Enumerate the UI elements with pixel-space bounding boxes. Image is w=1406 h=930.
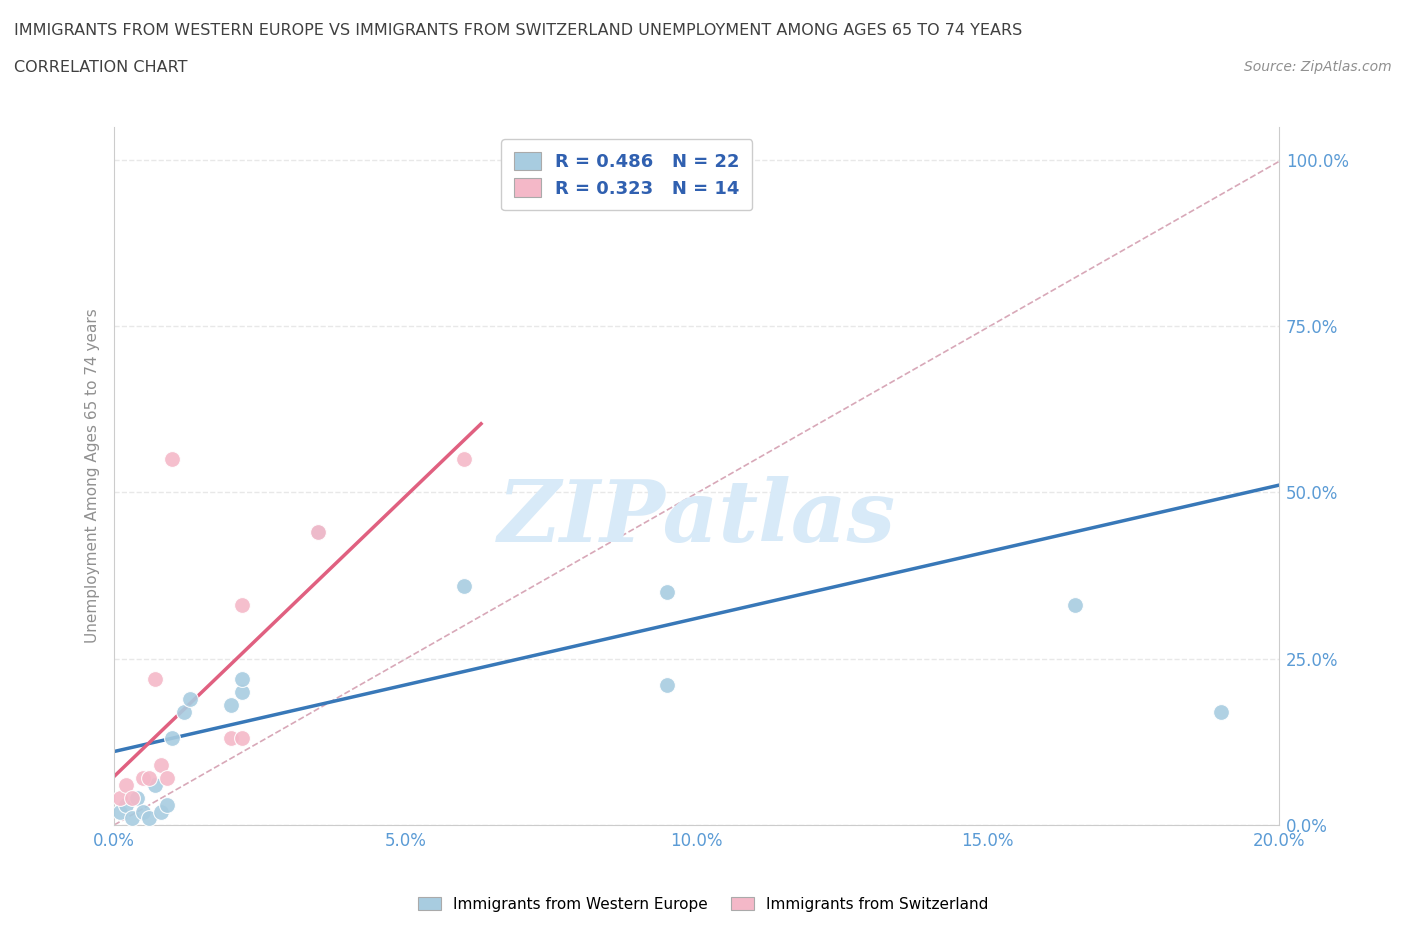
Point	[155, 798, 177, 813]
Point	[155, 771, 177, 786]
Point	[108, 790, 131, 805]
Point	[132, 771, 155, 786]
Point	[657, 153, 679, 167]
Point	[231, 598, 253, 613]
Point	[121, 811, 143, 826]
Point	[1064, 598, 1087, 613]
Point	[179, 691, 201, 706]
Point	[138, 771, 160, 786]
Text: CORRELATION CHART: CORRELATION CHART	[14, 60, 187, 75]
Point	[162, 452, 184, 467]
Point	[162, 731, 184, 746]
Point	[231, 671, 253, 686]
Legend: R = 0.486   N = 22, R = 0.323   N = 14: R = 0.486 N = 22, R = 0.323 N = 14	[501, 140, 752, 210]
Point	[143, 671, 166, 686]
Point	[114, 777, 136, 792]
Point	[307, 525, 329, 539]
Point	[149, 758, 172, 773]
Y-axis label: Unemployment Among Ages 65 to 74 years: Unemployment Among Ages 65 to 74 years	[86, 309, 100, 644]
Text: ZIPatlas: ZIPatlas	[498, 476, 896, 560]
Point	[657, 678, 679, 693]
Legend: Immigrants from Western Europe, Immigrants from Switzerland: Immigrants from Western Europe, Immigran…	[412, 890, 994, 918]
Point	[219, 698, 242, 712]
Point	[231, 731, 253, 746]
Point	[1209, 704, 1232, 719]
Point	[143, 777, 166, 792]
Point	[453, 452, 475, 467]
Point	[114, 798, 136, 813]
Point	[127, 790, 149, 805]
Point	[108, 804, 131, 819]
Point	[231, 684, 253, 699]
Point	[219, 731, 242, 746]
Point	[132, 804, 155, 819]
Point	[138, 811, 160, 826]
Point	[307, 525, 329, 539]
Point	[173, 704, 195, 719]
Point	[149, 804, 172, 819]
Point	[657, 585, 679, 600]
Point	[121, 790, 143, 805]
Text: IMMIGRANTS FROM WESTERN EUROPE VS IMMIGRANTS FROM SWITZERLAND UNEMPLOYMENT AMONG: IMMIGRANTS FROM WESTERN EUROPE VS IMMIGR…	[14, 23, 1022, 38]
Point	[453, 578, 475, 593]
Text: Source: ZipAtlas.com: Source: ZipAtlas.com	[1244, 60, 1392, 74]
